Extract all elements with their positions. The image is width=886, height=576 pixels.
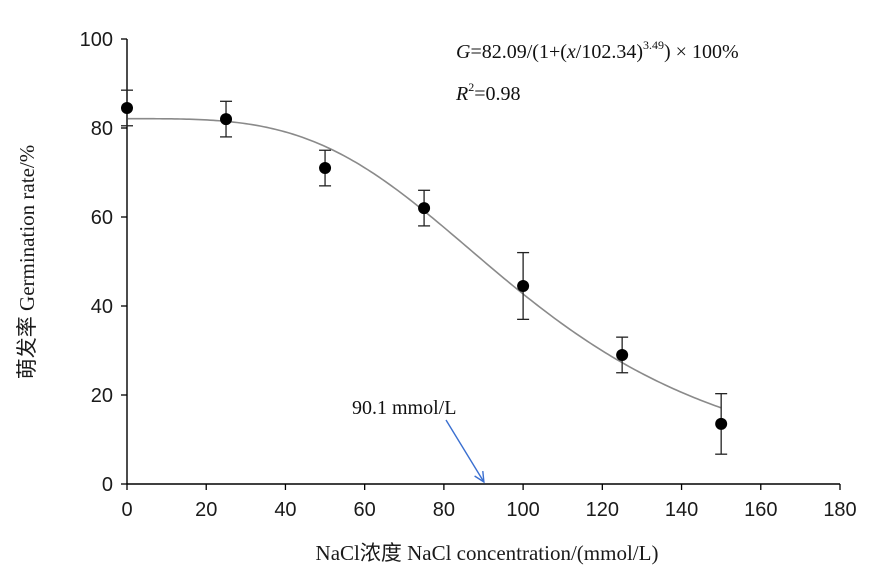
r-squared: R2=0.98 <box>455 80 521 105</box>
data-point <box>616 348 629 361</box>
annotation-arrow-head <box>474 471 485 484</box>
y-axis-ticks: 0 20 40 60 80 100 <box>80 29 127 496</box>
equation-mid: /102.34) <box>576 41 643 63</box>
data-point <box>715 417 728 430</box>
y-tick-label: 60 <box>91 207 113 229</box>
data-points <box>121 101 728 430</box>
data-point <box>220 113 233 126</box>
x-tick-label: 60 <box>354 499 376 521</box>
x-tick-label: 180 <box>823 499 856 521</box>
r-superscript: 2 <box>468 80 474 94</box>
data-point <box>121 101 133 114</box>
x-tick-label: 140 <box>665 499 698 521</box>
data-point <box>418 202 431 215</box>
data-point <box>319 162 332 175</box>
equation-g: G <box>456 41 471 63</box>
x-axis-ticks: 0 20 40 60 80 100 120 140 160 180 <box>121 484 857 521</box>
y-tick-label: 0 <box>102 474 113 496</box>
x-axis-title: NaCl浓度 NaCl concentration/(mmol/L) <box>316 541 659 565</box>
r-symbol: R <box>455 83 468 105</box>
equation-lhs: =82.09/(1+( <box>470 41 567 63</box>
equation-x: x <box>566 41 576 63</box>
x-tick-label: 160 <box>744 499 777 521</box>
fit-equation: G=82.09/(1+(x/102.34)3.49) × 100% <box>456 38 739 63</box>
y-tick-label: 100 <box>80 29 113 51</box>
x-tick-label: 80 <box>433 499 455 521</box>
fitted-curve <box>127 117 722 409</box>
x-tick-label: 20 <box>195 499 217 521</box>
y-tick-label: 40 <box>91 296 113 318</box>
x-tick-label: 100 <box>506 499 539 521</box>
r-value: =0.98 <box>474 83 520 105</box>
x-tick-label: 120 <box>586 499 619 521</box>
equation-exponent: 3.49 <box>643 38 664 52</box>
equation-tail: ) × 100% <box>664 41 739 63</box>
threshold-annotation: 90.1 mmol/L <box>352 397 456 419</box>
data-point <box>517 279 530 292</box>
annotation-arrow-line <box>445 419 485 483</box>
y-tick-label: 20 <box>91 385 113 407</box>
x-tick-label: 0 <box>121 499 132 521</box>
y-tick-label: 80 <box>91 118 113 140</box>
y-axis-title: 萌发率 Germination rate/% <box>15 145 39 379</box>
x-tick-label: 40 <box>274 499 296 521</box>
